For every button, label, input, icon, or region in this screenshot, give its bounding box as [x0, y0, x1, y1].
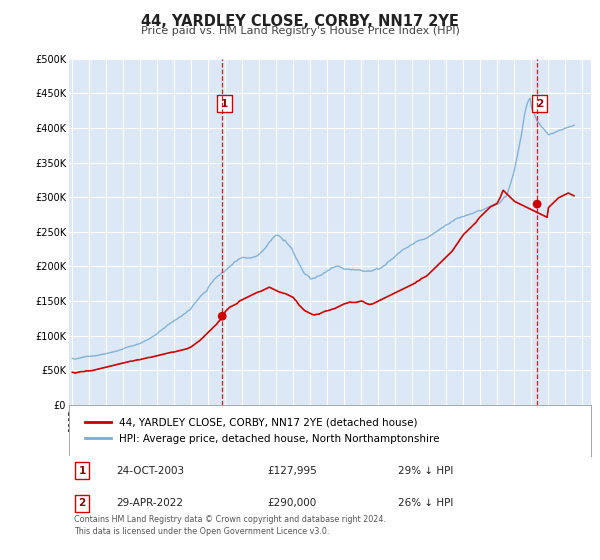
- Legend: 44, YARDLEY CLOSE, CORBY, NN17 2YE (detached house), HPI: Average price, detache: 44, YARDLEY CLOSE, CORBY, NN17 2YE (deta…: [79, 412, 445, 449]
- Text: £127,995: £127,995: [268, 465, 317, 475]
- Text: £290,000: £290,000: [268, 498, 317, 508]
- Text: 2: 2: [79, 498, 86, 508]
- Point: [532, 200, 542, 209]
- Text: 2: 2: [536, 99, 543, 109]
- Text: 29-APR-2022: 29-APR-2022: [116, 498, 183, 508]
- Text: 29% ↓ HPI: 29% ↓ HPI: [398, 465, 453, 475]
- Text: Contains HM Land Registry data © Crown copyright and database right 2024.
This d: Contains HM Land Registry data © Crown c…: [74, 515, 386, 536]
- Text: 1: 1: [221, 99, 229, 109]
- Text: 1: 1: [79, 465, 86, 475]
- Point: [217, 312, 227, 321]
- Text: 26% ↓ HPI: 26% ↓ HPI: [398, 498, 453, 508]
- Text: 44, YARDLEY CLOSE, CORBY, NN17 2YE: 44, YARDLEY CLOSE, CORBY, NN17 2YE: [141, 14, 459, 29]
- Text: Price paid vs. HM Land Registry's House Price Index (HPI): Price paid vs. HM Land Registry's House …: [140, 26, 460, 36]
- Text: 24-OCT-2003: 24-OCT-2003: [116, 465, 184, 475]
